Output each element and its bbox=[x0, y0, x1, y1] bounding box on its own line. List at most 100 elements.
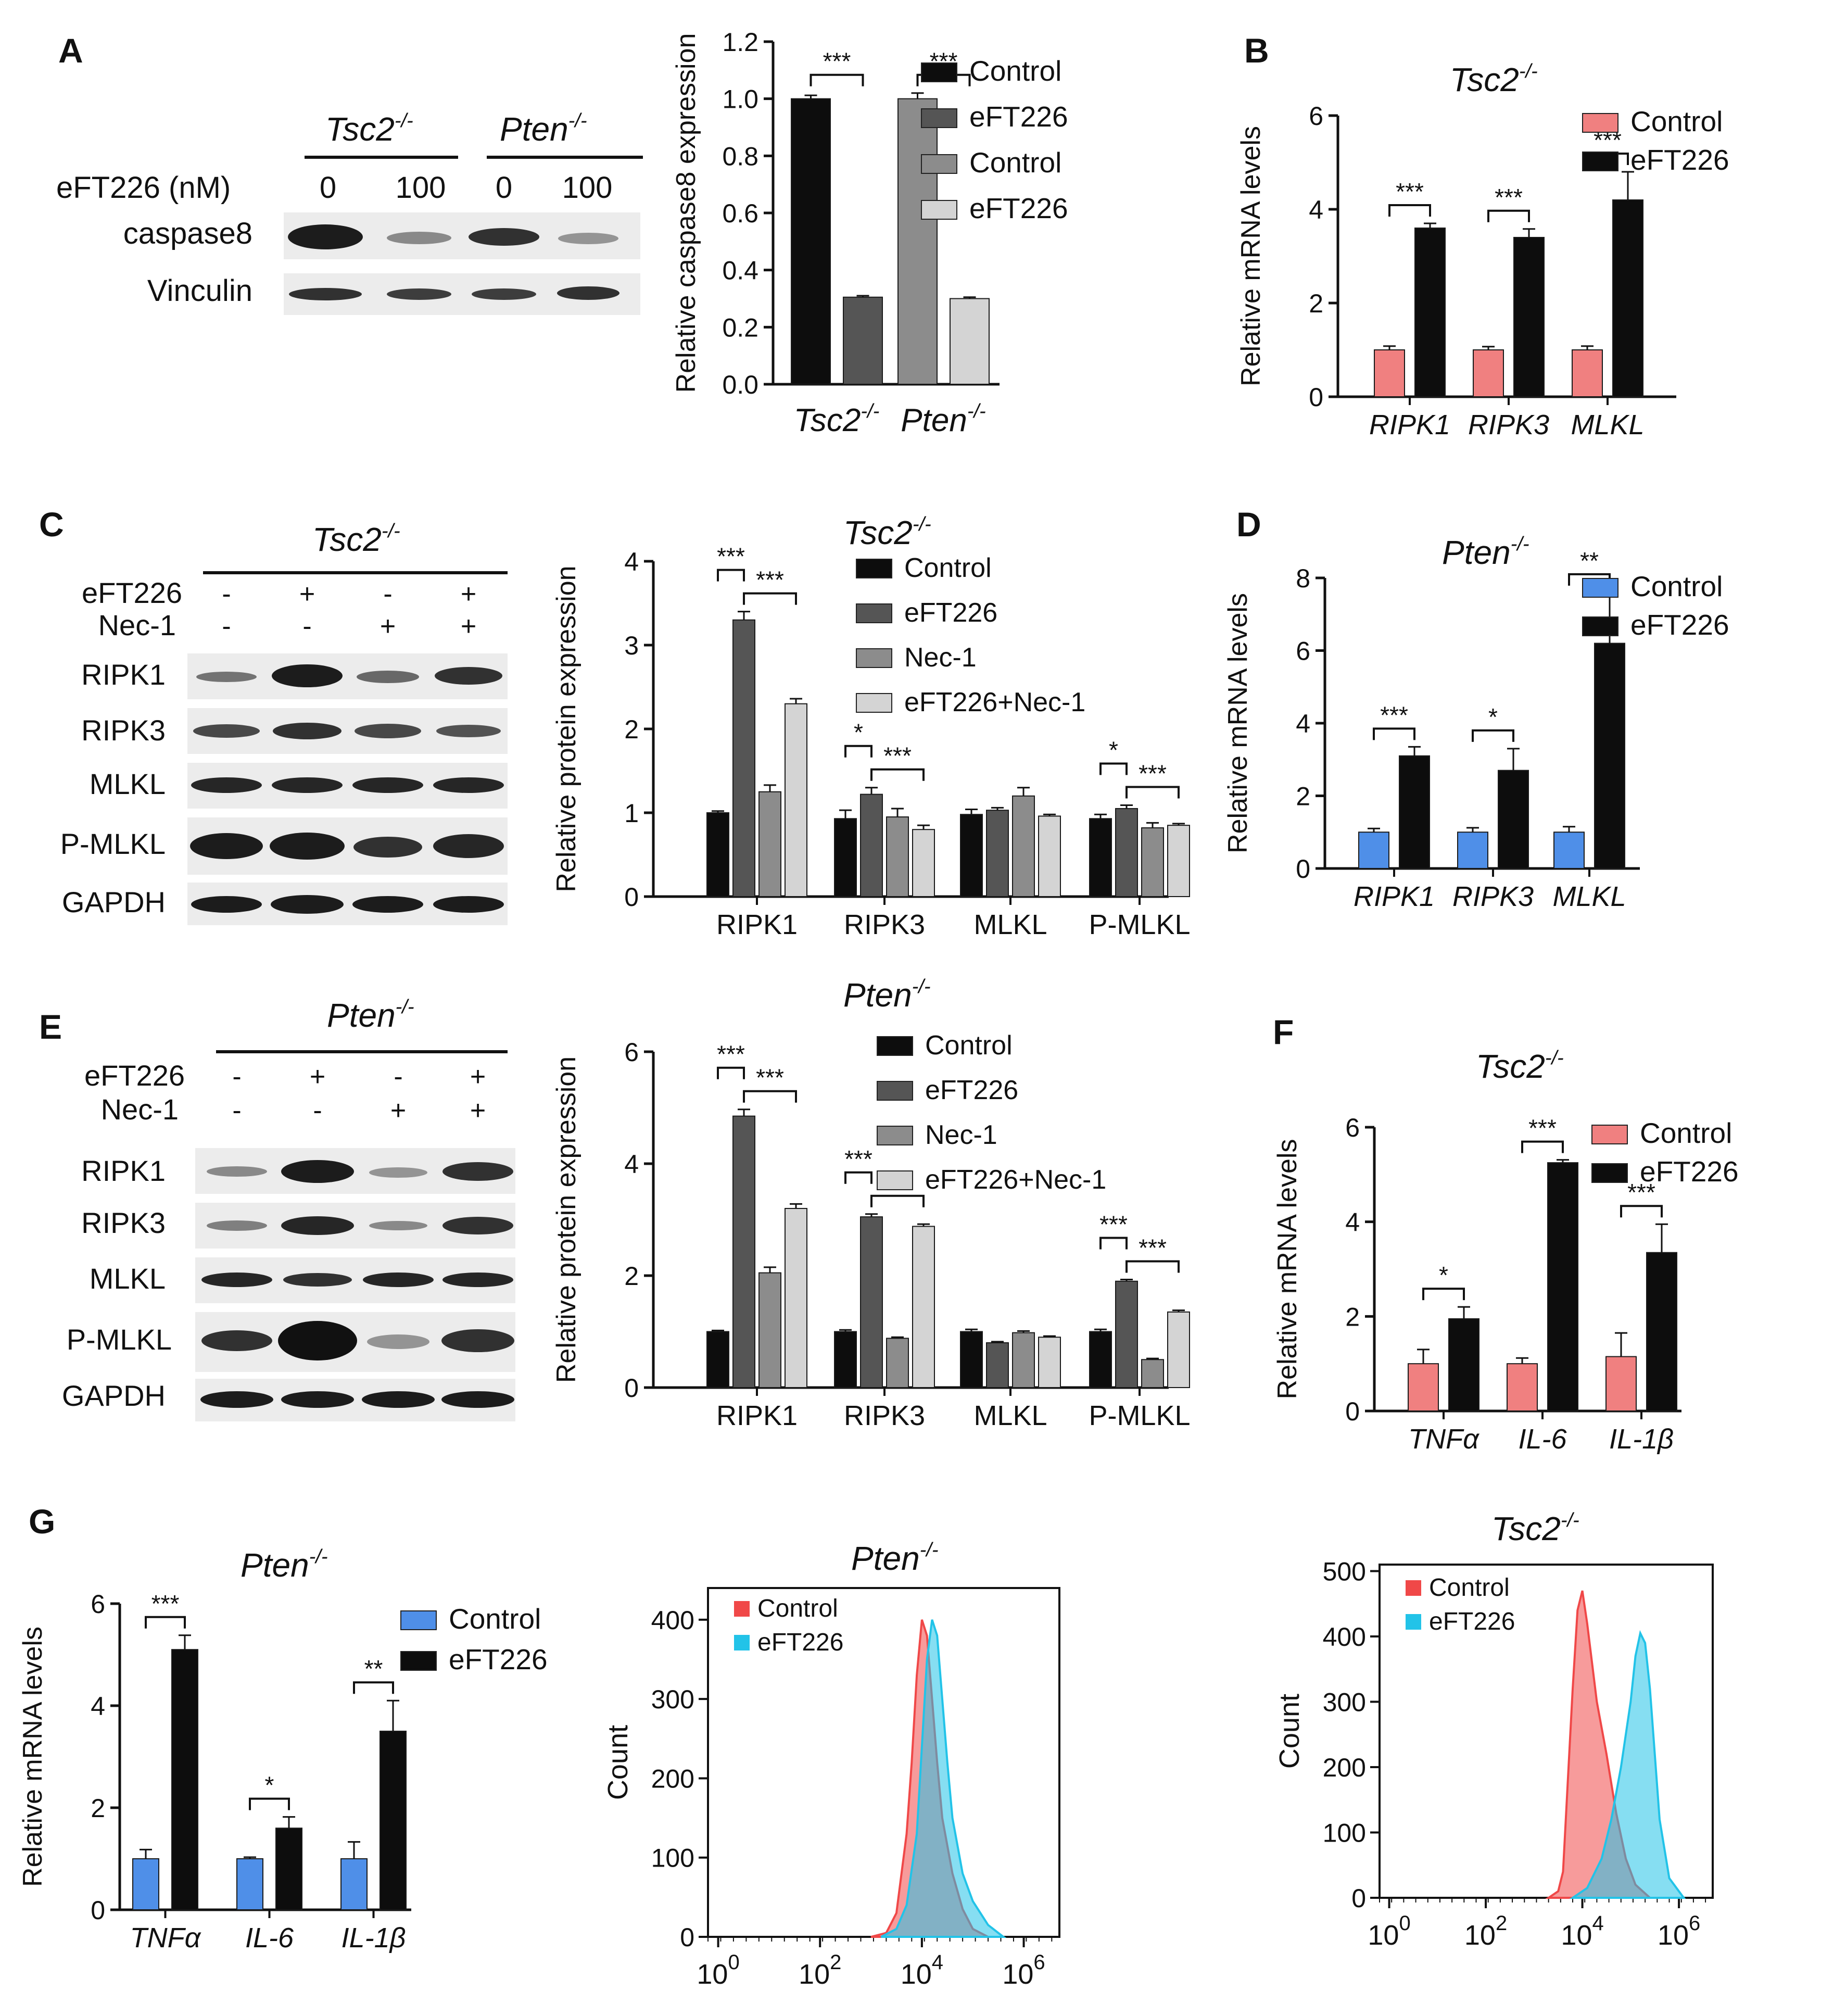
blot-c-sign: + bbox=[299, 579, 315, 609]
blot-e-title: Pten-/- bbox=[327, 996, 414, 1034]
y-tick-label: 400 bbox=[1323, 1622, 1366, 1652]
legend-swatch bbox=[856, 603, 892, 623]
significance-bracket bbox=[870, 1194, 925, 1207]
bar bbox=[860, 1216, 883, 1388]
legend-swatch bbox=[921, 200, 957, 220]
legend-swatch bbox=[877, 1036, 913, 1056]
y-tick-label: 0 bbox=[91, 1896, 105, 1925]
blot-e-sign: + bbox=[310, 1062, 325, 1092]
blot-c-band bbox=[191, 896, 262, 913]
blot-c-band bbox=[270, 833, 345, 860]
significance-bracket bbox=[353, 1681, 394, 1694]
legend-label: eFT226 bbox=[969, 100, 1068, 133]
x-tick-label: RIPK3 bbox=[844, 909, 925, 940]
x-tick-label: MLKL bbox=[1552, 881, 1626, 912]
blot-a-row-label: caspase8 bbox=[123, 217, 252, 250]
significance-label: *** bbox=[1396, 178, 1424, 205]
significance-bracket bbox=[844, 1171, 872, 1184]
legend-swatch bbox=[1591, 1125, 1628, 1144]
panel-label-f: F bbox=[1273, 1013, 1294, 1051]
legend-swatch bbox=[1591, 1163, 1628, 1183]
bar bbox=[1513, 237, 1545, 397]
blot-c-band bbox=[191, 777, 262, 793]
legend-swatch bbox=[856, 559, 892, 578]
y-tick-label: 4 bbox=[1296, 709, 1310, 738]
blot-c-band bbox=[193, 724, 260, 738]
chart-title: Tsc2-/- bbox=[1450, 60, 1538, 98]
legend-label: eFT226 bbox=[904, 598, 997, 628]
x-tick-label: RIPK1 bbox=[716, 909, 798, 940]
blot-c-band bbox=[433, 896, 504, 913]
y-tick-label: 0 bbox=[624, 883, 639, 912]
bar bbox=[897, 98, 938, 385]
bar bbox=[706, 812, 729, 897]
blot-e-band bbox=[363, 1272, 434, 1287]
blot-e-treatment-label: eFT226 bbox=[84, 1059, 185, 1092]
significance-label: *** bbox=[1528, 1115, 1557, 1142]
blot-e-sign: + bbox=[470, 1062, 486, 1092]
significance-bracket bbox=[810, 73, 864, 86]
y-axis-label: Count bbox=[1274, 1694, 1305, 1769]
y-tick-label: 0 bbox=[1351, 1884, 1366, 1913]
legend-swatch bbox=[921, 62, 957, 82]
legend-label: eFT226+Nec-1 bbox=[904, 687, 1085, 717]
y-axis-label: Relative protein expression bbox=[551, 1056, 581, 1383]
panel-label-a: A bbox=[58, 31, 83, 70]
y-axis-label: Count bbox=[602, 1725, 634, 1800]
blot-a-dose: 100 bbox=[396, 171, 446, 205]
blot-a-dose: 0 bbox=[320, 171, 336, 205]
blot-c-row-label: P-MLKL bbox=[60, 827, 166, 860]
blot-a-dose: 100 bbox=[562, 171, 613, 205]
blot-c-band bbox=[433, 834, 504, 858]
bar bbox=[791, 98, 831, 385]
bar bbox=[171, 1649, 198, 1910]
y-tick-label: 300 bbox=[1323, 1688, 1366, 1717]
panel-label-g: G bbox=[29, 1502, 55, 1541]
blot-a-genotype-pten: Pten-/- bbox=[500, 110, 587, 148]
blot-c-band bbox=[435, 667, 502, 685]
bar bbox=[950, 298, 990, 385]
blot-e-band bbox=[283, 1273, 352, 1287]
legend-label: Control bbox=[1429, 1574, 1510, 1602]
y-tick-label: 1 bbox=[624, 799, 639, 828]
legend-label: eFT226 bbox=[1630, 144, 1729, 176]
y-axis-label: Relative protein expression bbox=[551, 565, 581, 892]
y-tick-label: 2 bbox=[624, 1262, 639, 1291]
blot-e-treatment-label: Nec-1 bbox=[101, 1093, 179, 1126]
legend-swatch bbox=[1582, 578, 1618, 598]
panel-label-c: C bbox=[39, 505, 64, 544]
bar bbox=[732, 619, 755, 897]
legend-label: Control bbox=[904, 553, 992, 583]
blot-e-sign: + bbox=[390, 1095, 406, 1126]
significance-label: *** bbox=[756, 566, 784, 594]
y-tick-label: 0 bbox=[1296, 854, 1310, 884]
bar bbox=[1358, 831, 1389, 869]
blot-e-band bbox=[442, 1217, 513, 1234]
significance-label: *** bbox=[823, 48, 851, 75]
y-axis-label: Relative mRNA levels bbox=[1223, 593, 1253, 853]
significance-bracket bbox=[1373, 727, 1415, 740]
blot-a-band bbox=[472, 288, 536, 300]
blot-a-band bbox=[469, 228, 539, 246]
bar bbox=[1012, 1332, 1035, 1388]
legend-swatch bbox=[877, 1081, 913, 1101]
chart-title: Pten-/- bbox=[241, 1546, 328, 1584]
chart-title: Tsc2-/- bbox=[843, 513, 931, 551]
blot-a-row-label: Vinculin bbox=[147, 274, 252, 308]
significance-label: *** bbox=[1139, 760, 1167, 787]
blot-c-band bbox=[352, 777, 423, 793]
legend-label: eFT226 bbox=[1630, 609, 1729, 641]
significance-label: *** bbox=[1495, 184, 1523, 211]
significance-bracket bbox=[1422, 1288, 1465, 1301]
bar bbox=[1089, 1331, 1112, 1388]
y-tick-label: 2 bbox=[1309, 289, 1323, 318]
y-tick-label: 6 bbox=[624, 1038, 639, 1067]
blot-e-row-label: RIPK1 bbox=[81, 1154, 166, 1187]
significance-label: *** bbox=[1380, 701, 1408, 728]
blot-e-sign: + bbox=[470, 1095, 486, 1126]
bar bbox=[1012, 795, 1035, 898]
significance-bracket bbox=[1099, 1237, 1128, 1250]
y-tick-label: 4 bbox=[1309, 195, 1323, 224]
legend-swatch bbox=[1406, 1614, 1421, 1630]
significance-bracket bbox=[1388, 204, 1431, 217]
